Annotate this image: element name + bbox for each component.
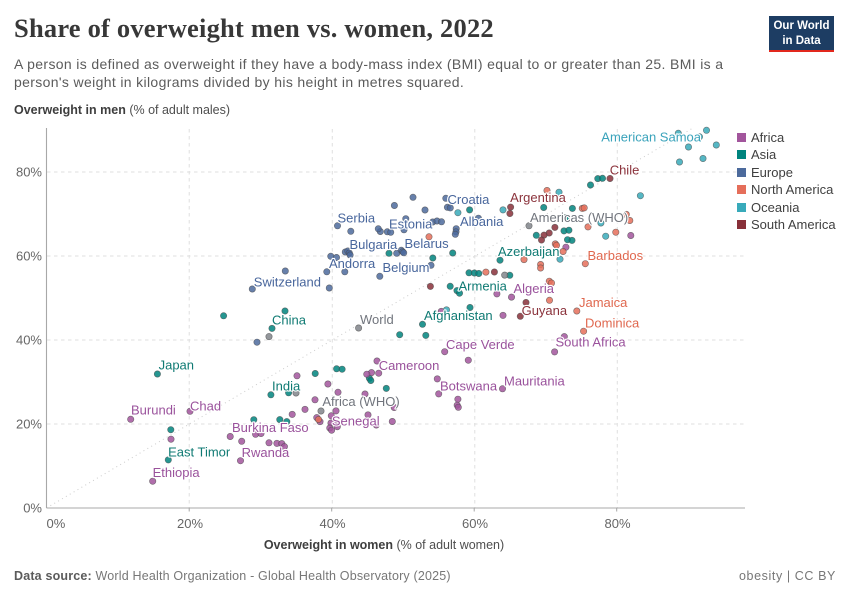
- svg-text:South Africa: South Africa: [556, 335, 627, 350]
- svg-text:Estonia: Estonia: [389, 217, 433, 232]
- svg-text:Dominica: Dominica: [585, 315, 640, 330]
- svg-text:0%: 0%: [47, 516, 66, 531]
- svg-text:Burkina Faso: Burkina Faso: [232, 420, 309, 435]
- svg-text:60%: 60%: [462, 516, 488, 531]
- svg-text:Americas (WHO): Americas (WHO): [530, 210, 628, 225]
- svg-text:Guyana: Guyana: [522, 303, 568, 318]
- svg-text:20%: 20%: [177, 516, 203, 531]
- svg-text:Botswana: Botswana: [440, 379, 498, 394]
- svg-text:40%: 40%: [16, 333, 42, 348]
- svg-text:60%: 60%: [16, 249, 42, 264]
- svg-text:80%: 80%: [604, 516, 630, 531]
- svg-text:Switzerland: Switzerland: [254, 275, 321, 290]
- svg-text:Serbia: Serbia: [338, 211, 376, 226]
- svg-text:40%: 40%: [319, 516, 345, 531]
- svg-text:Azerbaijan: Azerbaijan: [498, 244, 559, 259]
- svg-text:80%: 80%: [16, 165, 42, 180]
- svg-text:Argentina: Argentina: [510, 190, 566, 205]
- svg-text:Cape Verde: Cape Verde: [446, 337, 515, 352]
- svg-text:India: India: [272, 379, 301, 394]
- svg-text:East Timor: East Timor: [168, 445, 231, 460]
- svg-text:Armenia: Armenia: [459, 278, 508, 293]
- svg-text:Chile: Chile: [610, 163, 640, 178]
- svg-text:Senegal: Senegal: [332, 413, 380, 428]
- svg-text:Mauritania: Mauritania: [504, 374, 565, 389]
- svg-text:Belgium: Belgium: [383, 260, 430, 275]
- svg-text:Chad: Chad: [190, 398, 221, 413]
- svg-text:Afghanistan: Afghanistan: [424, 308, 493, 323]
- svg-text:20%: 20%: [16, 417, 42, 432]
- svg-text:Burundi: Burundi: [131, 403, 176, 418]
- svg-text:World: World: [360, 312, 394, 327]
- svg-text:Albania: Albania: [460, 214, 504, 229]
- svg-text:China: China: [272, 313, 307, 328]
- svg-text:Jamaica: Jamaica: [579, 295, 628, 310]
- svg-text:American Samoa: American Samoa: [601, 130, 701, 145]
- svg-text:Rwanda: Rwanda: [242, 445, 290, 460]
- svg-text:Croatia: Croatia: [448, 192, 491, 207]
- svg-text:Algeria: Algeria: [514, 281, 555, 296]
- svg-text:Barbados: Barbados: [588, 248, 644, 263]
- svg-text:Andorra: Andorra: [329, 256, 376, 271]
- svg-text:0%: 0%: [23, 501, 42, 516]
- svg-text:Belarus: Belarus: [405, 236, 450, 251]
- svg-text:Cameroon: Cameroon: [379, 358, 440, 373]
- svg-text:Bulgaria: Bulgaria: [350, 237, 398, 252]
- svg-text:Japan: Japan: [159, 358, 194, 373]
- svg-text:Africa (WHO): Africa (WHO): [322, 394, 399, 409]
- svg-text:Ethiopia: Ethiopia: [153, 465, 201, 480]
